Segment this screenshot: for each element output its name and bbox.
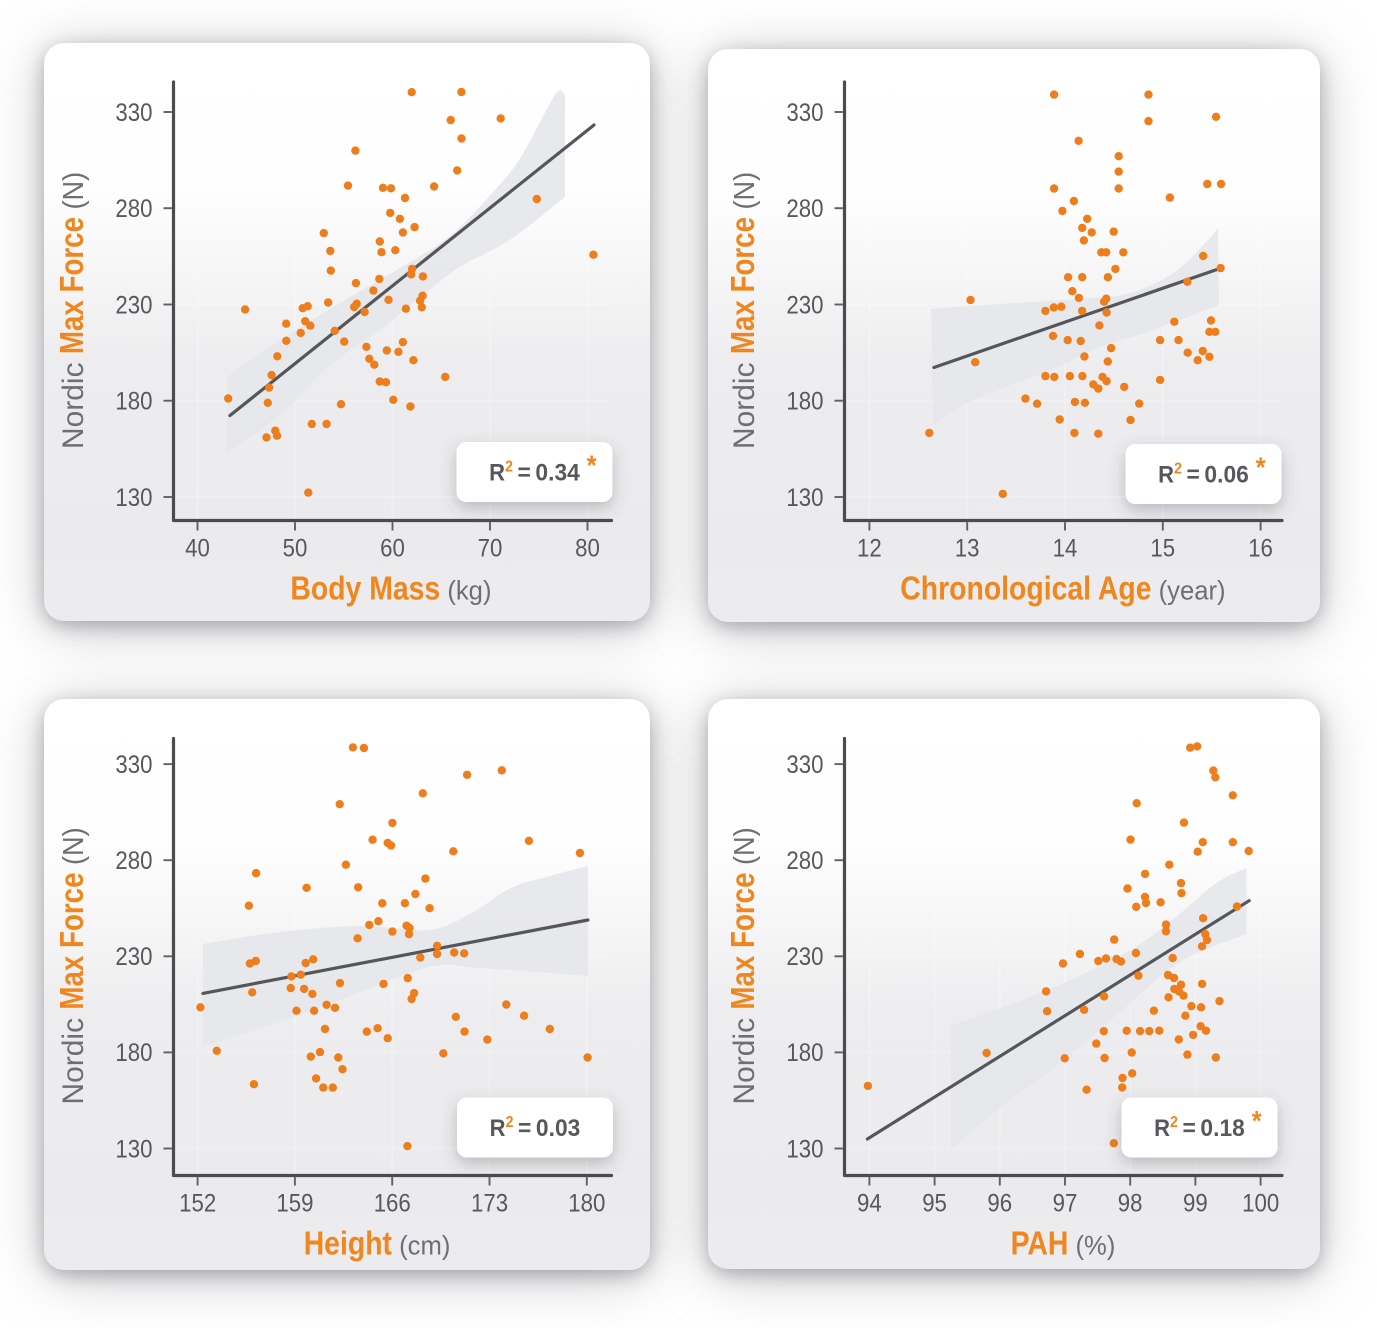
svg-text:230: 230	[115, 291, 152, 319]
svg-text:330: 330	[786, 751, 823, 779]
svg-text:70: 70	[478, 535, 503, 563]
svg-text:R2 = 0.34 *: R2 = 0.34 *	[489, 450, 597, 487]
svg-text:330: 330	[786, 99, 823, 127]
svg-text:230: 230	[115, 943, 152, 971]
svg-text:230: 230	[786, 291, 823, 319]
svg-text:173: 173	[471, 1190, 508, 1218]
svg-text:Nordic Max Force (N): Nordic Max Force (N)	[724, 827, 761, 1104]
svg-text:130: 130	[786, 484, 823, 512]
svg-text:16: 16	[1248, 535, 1273, 563]
svg-text:80: 80	[575, 535, 600, 563]
svg-text:Nordic Max Force (N): Nordic Max Force (N)	[53, 172, 90, 449]
svg-text:166: 166	[374, 1190, 411, 1218]
svg-text:280: 280	[786, 847, 823, 875]
svg-text:PAH (%): PAH (%)	[1011, 1225, 1116, 1262]
svg-text:97: 97	[1053, 1190, 1078, 1218]
svg-text:130: 130	[786, 1135, 823, 1163]
svg-text:Nordic Max Force (N): Nordic Max Force (N)	[724, 172, 761, 449]
svg-text:13: 13	[955, 535, 980, 563]
svg-text:Chronological Age (year): Chronological Age (year)	[900, 570, 1225, 607]
svg-text:280: 280	[115, 847, 152, 875]
svg-text:15: 15	[1150, 535, 1175, 563]
svg-text:96: 96	[987, 1190, 1012, 1218]
svg-text:14: 14	[1053, 535, 1078, 563]
svg-text:159: 159	[276, 1190, 313, 1218]
svg-text:330: 330	[115, 751, 152, 779]
svg-text:180: 180	[786, 388, 823, 416]
svg-text:180: 180	[115, 1039, 152, 1067]
svg-text:R2 = 0.06 *: R2 = 0.06 *	[1158, 452, 1266, 489]
svg-text:330: 330	[115, 99, 152, 127]
svg-text:230: 230	[786, 943, 823, 971]
svg-text:180: 180	[568, 1190, 605, 1218]
svg-text:280: 280	[786, 195, 823, 223]
svg-text:280: 280	[115, 195, 152, 223]
svg-text:Nordic Max Force (N): Nordic Max Force (N)	[53, 827, 90, 1104]
svg-text:130: 130	[115, 1135, 152, 1163]
svg-text:R2 = 0.03: R2 = 0.03	[490, 1114, 581, 1142]
svg-text:99: 99	[1183, 1190, 1208, 1218]
svg-text:100: 100	[1242, 1190, 1279, 1218]
svg-text:Body Mass (kg): Body Mass (kg)	[290, 570, 491, 607]
svg-text:Height (cm): Height (cm)	[304, 1225, 451, 1262]
svg-text:98: 98	[1118, 1190, 1143, 1218]
svg-text:40: 40	[185, 535, 210, 563]
svg-text:94: 94	[857, 1190, 882, 1218]
svg-text:60: 60	[380, 535, 405, 563]
svg-text:180: 180	[115, 388, 152, 416]
svg-text:152: 152	[179, 1190, 216, 1218]
svg-text:12: 12	[857, 535, 882, 563]
svg-text:130: 130	[115, 484, 152, 512]
svg-text:R2 = 0.18 *: R2 = 0.18 *	[1154, 1105, 1262, 1142]
svg-text:50: 50	[283, 535, 308, 563]
svg-text:95: 95	[922, 1190, 947, 1218]
svg-text:180: 180	[786, 1039, 823, 1067]
